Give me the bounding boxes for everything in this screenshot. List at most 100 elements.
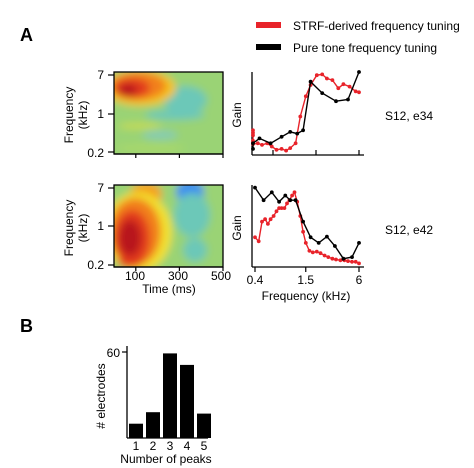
hm2-ytick-1: 1 bbox=[97, 219, 104, 233]
tuning-data-point bbox=[260, 143, 264, 147]
histogram-xtick-label: 2 bbox=[150, 439, 157, 453]
hist-xlabel: Number of peaks bbox=[120, 452, 211, 466]
strf-heatmap-e42: 7 1 0.2 Frequency(kHz) 100 300 500 Time … bbox=[62, 181, 232, 296]
histogram-xtick-label: 4 bbox=[184, 439, 191, 453]
tuning-data-point bbox=[334, 257, 338, 262]
tuning-data-point bbox=[255, 141, 260, 146]
tuning-data-point bbox=[341, 256, 346, 261]
tuning-data-point bbox=[353, 259, 358, 264]
hm2-xtick-500: 500 bbox=[211, 269, 231, 283]
tuning-data-point bbox=[253, 235, 257, 240]
histogram-xtick-label: 1 bbox=[133, 439, 140, 453]
tuning-data-point bbox=[269, 144, 274, 149]
tuning-data-point bbox=[307, 248, 312, 253]
tuning-data-point bbox=[290, 193, 294, 198]
tuning-data-point bbox=[256, 239, 261, 244]
tuning-data-point bbox=[298, 114, 303, 119]
tuning-data-point bbox=[274, 147, 279, 152]
histogram-bar bbox=[146, 412, 160, 438]
tuning-data-point bbox=[338, 258, 343, 263]
tuning-data-point bbox=[266, 222, 270, 226]
hist-ytick-60: 60 bbox=[107, 346, 121, 360]
legend-label-strf: STRF-derived frequency tuning bbox=[293, 19, 460, 33]
tuning-data-point bbox=[314, 249, 319, 254]
tuning-data-point bbox=[301, 229, 305, 234]
tuning-data-point bbox=[261, 198, 266, 203]
tuning-data-point bbox=[336, 86, 341, 91]
tuning-data-point bbox=[347, 84, 352, 89]
histogram-xtick-label: 5 bbox=[201, 439, 208, 453]
hm2-xlabel: Time (ms) bbox=[142, 282, 196, 296]
tuning-data-point bbox=[320, 72, 325, 77]
tuning-plot-e34: Gain S12, e34 bbox=[230, 70, 433, 156]
tuning-data-point bbox=[326, 255, 331, 259]
hm2-xtick-100: 100 bbox=[125, 269, 145, 283]
tuning-xtick-label: 1.5 bbox=[297, 273, 314, 287]
tuning-data-point bbox=[279, 206, 284, 211]
tp1-label: S12, e34 bbox=[385, 109, 433, 123]
tuning-data-point bbox=[260, 219, 264, 224]
tuning-data-point bbox=[285, 201, 289, 206]
tuning-data-point bbox=[325, 234, 329, 239]
tuning-data-point bbox=[282, 206, 287, 211]
tuning-data-point bbox=[271, 214, 276, 218]
histogram-bar bbox=[129, 423, 143, 438]
tuning-data-point bbox=[325, 76, 329, 81]
tuning-data-point bbox=[341, 82, 346, 87]
tuning-data-point bbox=[295, 131, 300, 136]
tuning-data-point bbox=[350, 255, 354, 259]
tuning-data-point bbox=[330, 78, 335, 82]
tuning-data-point bbox=[303, 241, 308, 245]
tuning-data-point bbox=[253, 185, 257, 190]
tuning-xtick-label: 6 bbox=[356, 273, 363, 287]
tuning-xtick-label: 0.4 bbox=[247, 273, 264, 287]
tuning-data-point bbox=[330, 256, 335, 261]
hm1-ytick-1: 1 bbox=[97, 107, 104, 121]
tp2-xlabel: Frequency (kHz) bbox=[262, 289, 351, 303]
histogram-bar bbox=[163, 353, 177, 438]
legend-swatch-strf bbox=[256, 22, 281, 28]
hm2-ylabel: Frequency(kHz) bbox=[62, 200, 90, 257]
hm1-ytick-7: 7 bbox=[97, 68, 104, 82]
tuning-data-point bbox=[292, 190, 297, 195]
hm2-ytick-0.2: 0.2 bbox=[87, 258, 104, 272]
tuning-series-line bbox=[254, 187, 360, 260]
tuning-data-point bbox=[308, 79, 313, 84]
tuning-data-point bbox=[251, 133, 255, 138]
tuning-data-point bbox=[283, 193, 288, 198]
tuning-data-point bbox=[288, 146, 293, 151]
tuning-data-point bbox=[333, 244, 337, 248]
tp1-ylabel: Gain bbox=[230, 102, 244, 127]
hm1-ylabel: Frequency(kHz) bbox=[62, 87, 90, 144]
tuning-data-point bbox=[314, 73, 319, 78]
hm2-xtick-300: 300 bbox=[168, 269, 188, 283]
histogram-bar bbox=[180, 364, 194, 438]
tuning-data-point bbox=[293, 141, 298, 146]
hm2-ytick-7: 7 bbox=[97, 181, 104, 195]
strf-heatmap-e34: 7 1 0.2 Frequency(kHz) bbox=[62, 68, 224, 160]
tuning-data-point bbox=[277, 199, 281, 204]
panel-label-a: A bbox=[20, 25, 33, 45]
tuning-data-point bbox=[357, 70, 361, 74]
hm1-ytick-0.2: 0.2 bbox=[87, 146, 104, 160]
tuning-data-point bbox=[284, 148, 288, 153]
tuning-data-point bbox=[293, 198, 298, 203]
tuning-data-point bbox=[288, 130, 293, 134]
tuning-data-point bbox=[318, 251, 323, 256]
tuning-data-point bbox=[251, 128, 255, 133]
tuning-data-point bbox=[350, 259, 354, 264]
tuning-data-point bbox=[357, 241, 361, 245]
tuning-data-point bbox=[268, 141, 273, 146]
tuning-data-point bbox=[288, 198, 293, 203]
tp2-ylabel: Gain bbox=[230, 215, 244, 240]
tuning-data-point bbox=[257, 136, 262, 141]
histogram-bar bbox=[197, 413, 211, 438]
legend-label-pure: Pure tone frequency tuning bbox=[293, 41, 437, 55]
tuning-data-point bbox=[353, 89, 358, 94]
hist-ylabel: # electrodes bbox=[94, 363, 108, 428]
tp2-label: S12, e42 bbox=[385, 223, 433, 237]
tuning-data-point bbox=[334, 99, 338, 104]
panel-label-b: B bbox=[20, 316, 33, 336]
